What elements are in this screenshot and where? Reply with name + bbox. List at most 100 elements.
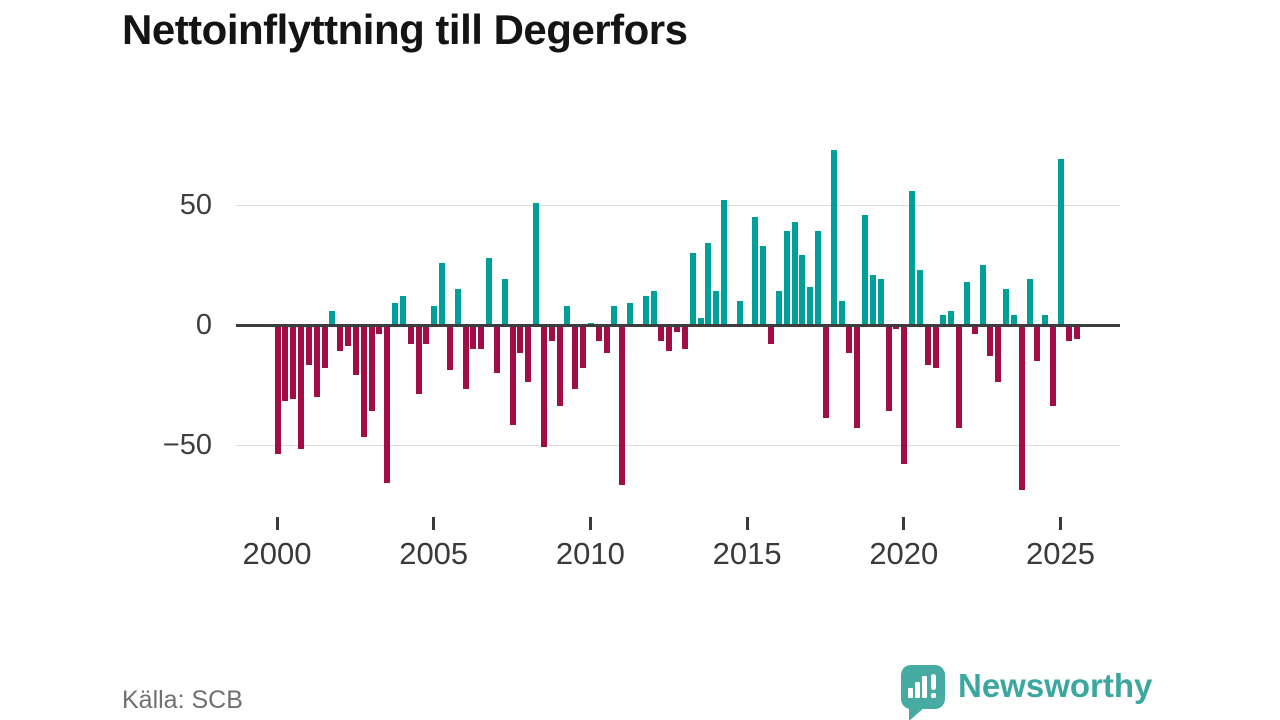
bar-2017-q1 [807,286,814,325]
logo-mini-bar [922,676,927,698]
y-axis-tick-label: 50 [179,189,212,221]
bar-2007-q1 [493,327,500,373]
bar-2005-q1 [431,305,438,325]
bar-2014-q4 [736,301,743,325]
bar-2013-q1 [681,327,688,349]
bar-2001-q1 [305,327,312,366]
y-axis-tick-label: −50 [162,429,212,461]
bar-2004-q1 [399,296,406,325]
gridline-50 [236,205,1120,206]
chart-title: Nettoinflyttning till Degerfors [122,6,688,53]
x-axis-tick-2025 [1059,517,1062,530]
x-axis-tick-2020 [902,517,906,530]
bar-2010-q3 [603,327,610,354]
bar-2020-q3 [916,269,923,325]
bar-2023-q4 [1018,327,1025,491]
bar-2005-q3 [446,327,453,371]
logo-mini-bar [908,688,913,698]
bar-2021-q4 [956,327,963,428]
bar-2009-q3 [572,327,579,390]
bar-2007-q2 [501,279,508,325]
bar-2019-q1 [869,274,876,325]
bar-2022-q1 [963,281,970,325]
bar-2001-q4 [329,310,336,325]
x-axis-tick-2000 [275,517,279,530]
bar-2012-q4 [674,327,681,332]
bar-2009-q1 [556,327,563,407]
bar-2003-q3 [384,327,391,483]
bar-2016-q1 [775,291,782,325]
bar-2000-q3 [290,327,297,399]
brand-name: Newsworthy [958,667,1153,704]
bar-2018-q3 [854,327,861,428]
bar-2010-q2 [595,327,602,342]
bar-2022-q2 [971,327,978,335]
bar-2018-q1 [838,301,845,325]
logo-mini-bar [915,682,920,698]
bar-2005-q4 [454,289,461,325]
bar-2021-q1 [932,327,939,368]
bar-2000-q1 [274,327,281,455]
bar-2023-q1 [995,327,1002,383]
bar-2019-q3 [885,327,892,411]
bar-2022-q3 [979,265,986,325]
zero-axis-line [236,324,1120,327]
bar-2022-q4 [987,327,994,356]
bar-2014-q2 [721,200,728,325]
bar-2002-q3 [352,327,359,375]
newsworthy-speech-bubble-barchart-icon [901,665,945,709]
bar-2011-q1 [619,327,626,486]
bar-2017-q2 [815,231,822,325]
bar-2013-q4 [705,243,712,325]
bar-2003-q4 [392,303,399,325]
bar-2012-q3 [666,327,673,351]
bar-2011-q2 [627,303,634,325]
x-axis-tick-label-2005: 2005 [399,536,469,571]
bar-2006-q2 [470,327,477,349]
bar-2008-q4 [548,327,555,342]
bar-2016-q2 [783,231,790,325]
bar-2015-q3 [760,245,767,325]
bar-2007-q4 [517,327,524,354]
bar-2019-q4 [893,327,900,330]
bar-2017-q3 [822,327,829,419]
bar-2018-q2 [846,327,853,354]
bar-2008-q2 [533,202,540,325]
bar-2009-q2 [564,305,571,325]
bar-2003-q1 [368,327,375,411]
bar-2023-q3 [1010,315,1017,325]
bar-2021-q2 [940,315,947,325]
bar-2002-q2 [345,327,351,347]
bar-2011-q4 [642,296,649,325]
source-attribution: Källa: SCB [122,686,243,714]
x-axis-tick-label-2020: 2020 [869,536,939,571]
bar-2020-q4 [924,327,931,366]
logo-bubble-tail [909,707,925,720]
bar-2025-q1 [1058,159,1064,325]
x-axis-tick-label-2025: 2025 [1026,536,1095,571]
bar-2002-q1 [337,327,344,351]
x-axis-tick-label-2000: 2000 [242,536,312,571]
bar-2005-q2 [439,262,446,325]
bar-2010-q4 [611,305,618,325]
gridline-−50 [236,445,1120,446]
bar-2000-q4 [298,327,304,450]
bar-2004-q3 [415,327,422,395]
bar-2019-q2 [877,279,884,325]
y-axis-tick-label: 0 [195,309,212,341]
logo-exclamation-dot [931,693,936,698]
bar-2004-q2 [407,327,414,344]
x-axis-tick-2015 [745,517,749,530]
bar-2001-q2 [313,327,320,397]
x-axis-tick-2010 [588,517,592,530]
bar-2008-q1 [525,327,532,383]
bar-2017-q4 [830,149,837,325]
bar-2024-q1 [1026,279,1033,325]
bar-2020-q2 [909,190,916,325]
bar-2023-q2 [1003,289,1010,325]
bar-2007-q3 [509,327,516,426]
bar-2012-q1 [650,291,657,325]
x-axis-tick-label-2010: 2010 [555,536,625,571]
